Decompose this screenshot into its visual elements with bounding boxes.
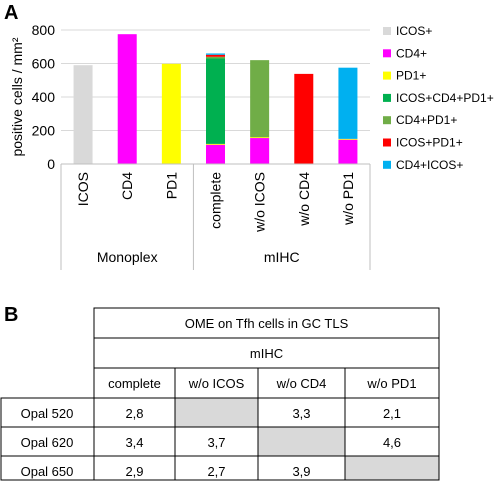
bar-segment bbox=[117, 34, 137, 164]
table-cell-value: 2,8 bbox=[125, 406, 143, 421]
y-tick-label: 800 bbox=[32, 22, 56, 38]
bar-segment bbox=[161, 63, 181, 164]
bar-segment bbox=[294, 73, 314, 164]
table-title: OME on Tfh cells in GC TLS bbox=[185, 316, 349, 331]
legend-label: ICOS+CD4+PD1+ bbox=[396, 91, 494, 105]
table-cell-value: 3,9 bbox=[292, 464, 310, 479]
row-header: Opal 650 bbox=[21, 464, 74, 479]
bar-segment bbox=[73, 65, 93, 164]
bar-segment bbox=[206, 144, 225, 164]
bar-segment bbox=[206, 143, 225, 145]
empty-cell bbox=[257, 426, 346, 457]
panel-b-label: B bbox=[4, 304, 19, 326]
table-cell-value: 3,7 bbox=[207, 435, 225, 450]
legend-swatch bbox=[383, 138, 391, 147]
legend-label: ICOS+ bbox=[396, 24, 432, 38]
legend-label: CD4+ bbox=[396, 46, 427, 60]
bar-segment bbox=[250, 137, 270, 139]
x-tick-label: w/o CD4 bbox=[296, 172, 312, 227]
x-tick-label: w/o ICOS bbox=[252, 172, 268, 233]
bar-segment bbox=[206, 53, 225, 55]
y-tick-label: 200 bbox=[32, 123, 56, 139]
column-header: complete bbox=[108, 376, 161, 391]
x-tick-label: CD4 bbox=[119, 172, 135, 200]
bar-segment bbox=[206, 58, 225, 144]
y-tick-label: 600 bbox=[32, 56, 56, 72]
empty-cell bbox=[344, 455, 440, 481]
table-cell-value: 2,9 bbox=[125, 464, 143, 479]
bar-segment bbox=[338, 67, 358, 139]
legend-swatch bbox=[383, 93, 391, 102]
legend-swatch bbox=[383, 160, 391, 169]
y-tick-label: 0 bbox=[47, 156, 55, 172]
bar-segment bbox=[206, 54, 225, 57]
empty-cell bbox=[174, 397, 259, 428]
y-tick-label: 400 bbox=[32, 89, 56, 105]
bar-segment bbox=[338, 138, 358, 140]
column-header: w/o CD4 bbox=[276, 376, 327, 391]
legend-swatch bbox=[383, 49, 391, 58]
bar-segment bbox=[250, 60, 270, 138]
x-tick-label: complete bbox=[208, 172, 224, 229]
legend-label: PD1+ bbox=[396, 69, 426, 83]
row-header: Opal 520 bbox=[21, 406, 74, 421]
table-cell-value: 2,1 bbox=[383, 406, 401, 421]
table-cell-value: 3,3 bbox=[292, 406, 310, 421]
legend-label: ICOS+PD1+ bbox=[396, 136, 463, 150]
column-header: w/o ICOS bbox=[188, 376, 245, 391]
x-tick-label: ICOS bbox=[75, 172, 91, 206]
group-label: Monoplex bbox=[97, 249, 158, 265]
legend-swatch bbox=[383, 27, 391, 35]
bar-segment bbox=[338, 139, 358, 164]
stacked-bar-chart: 0 200 400 600 800 positive cells / mm² ICOS CD4… bbox=[9, 22, 494, 270]
bar-segment bbox=[206, 56, 225, 59]
table-cell-value: 2,7 bbox=[207, 464, 225, 479]
legend-label: CD4+PD1+ bbox=[396, 113, 457, 127]
table-cell-value: 4,6 bbox=[383, 435, 401, 450]
row-header: Opal 620 bbox=[21, 435, 74, 450]
table-cell-value: 3,4 bbox=[125, 435, 143, 450]
group-label: mIHC bbox=[264, 249, 300, 265]
panel-a-label: A bbox=[4, 2, 19, 24]
bar-segment bbox=[250, 138, 270, 164]
legend-swatch bbox=[383, 71, 391, 80]
legend-label: CD4+ICOS+ bbox=[396, 158, 463, 172]
table-subtitle: mIHC bbox=[250, 346, 283, 361]
x-tick-label: PD1 bbox=[163, 172, 179, 199]
x-tick-label: w/o PD1 bbox=[340, 172, 356, 226]
ome-table: OME on Tfh cells in GC TLS mIHC complete w/… bbox=[0, 307, 440, 481]
y-axis-title: positive cells / mm² bbox=[9, 37, 25, 156]
legend-swatch bbox=[383, 116, 391, 125]
column-header: w/o PD1 bbox=[366, 376, 416, 391]
